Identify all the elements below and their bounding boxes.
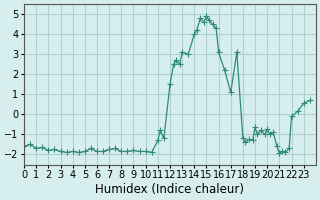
X-axis label: Humidex (Indice chaleur): Humidex (Indice chaleur) xyxy=(95,183,244,196)
